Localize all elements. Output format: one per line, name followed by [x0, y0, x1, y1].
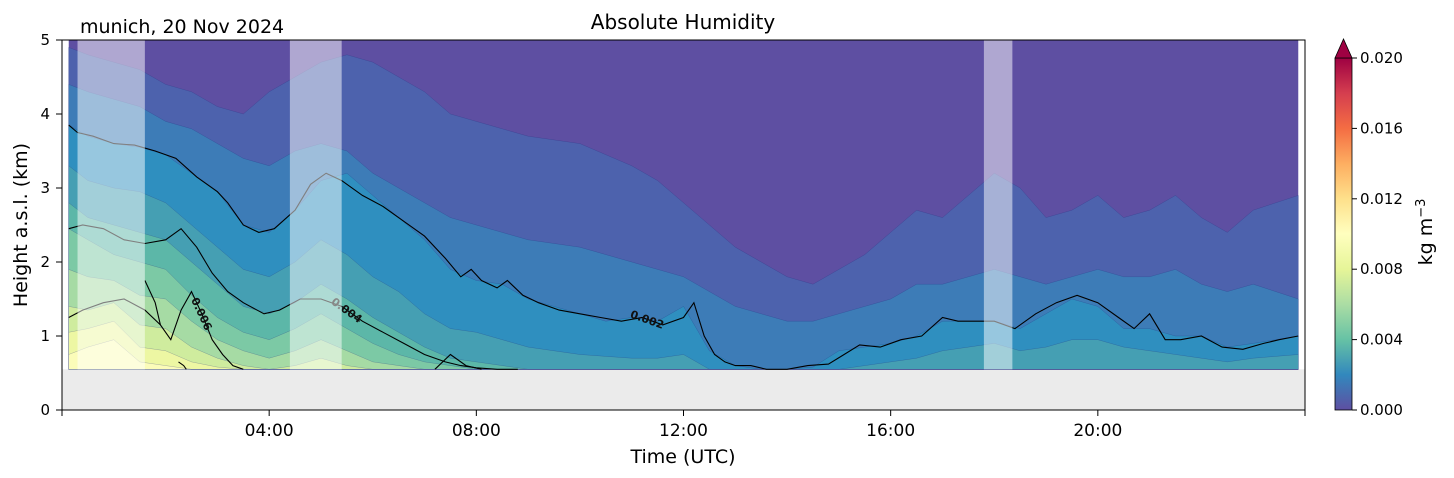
contour-fragment-1 — [144, 280, 161, 326]
colorbar-tick-label: 0.020 — [1360, 49, 1403, 67]
contour-fragment-2 — [178, 361, 187, 370]
y-tick-label: 0 — [40, 401, 50, 419]
chart-title: Absolute Humidity — [591, 10, 776, 34]
x-tick-label: 08:00 — [452, 421, 501, 441]
colorbar-tick-label: 0.012 — [1360, 190, 1403, 208]
colorbar-ticks: 0.000 0.004 0.008 0.012 0.016 0.020 — [1352, 49, 1403, 419]
colorbar-tick-label: 0.000 — [1360, 401, 1403, 419]
colorbar-label: kg m−3 — [1414, 199, 1437, 266]
masked-period-1 — [77, 40, 145, 370]
x-tick-label: 04:00 — [245, 421, 294, 441]
masked-period-2 — [289, 40, 342, 370]
y-tick-label: 1 — [40, 327, 50, 345]
colorbar-label-unit: kg m — [1415, 218, 1437, 266]
x-tick-label: 20:00 — [1073, 421, 1122, 441]
colorbar-label-exponent: −3 — [1414, 199, 1429, 218]
masked-period-3 — [983, 40, 1013, 370]
y-tick-label: 5 — [40, 31, 50, 49]
colorbar: 0.000 0.004 0.008 0.012 0.016 0.020 kg m−3 — [1334, 38, 1437, 419]
humidity-level-4 — [68, 165, 1299, 370]
colorbar-body — [1334, 57, 1353, 411]
masked-periods — [77, 40, 1013, 370]
no-data-strip — [62, 369, 1305, 410]
y-axis: 0 1 2 3 4 5 — [40, 31, 62, 419]
x-axis-label: Time (UTC) — [629, 446, 735, 468]
x-axis: 04:00 08:00 12:00 16:00 20:00 — [61, 410, 1306, 441]
colorbar-extend-arrow — [1334, 38, 1353, 59]
colorbar-tick-label: 0.016 — [1360, 119, 1403, 137]
y-tick-label: 4 — [40, 105, 50, 123]
y-tick-label: 3 — [40, 179, 50, 197]
contour-line-0.004 — [68, 224, 518, 370]
x-tick-label: 16:00 — [866, 421, 915, 441]
contour-line-0.002 — [68, 124, 1299, 370]
station-date-label: munich, 20 Nov 2024 — [80, 16, 284, 38]
colorbar-tick-label: 0.008 — [1360, 260, 1403, 278]
colorbar-tick-label: 0.004 — [1360, 331, 1403, 349]
y-axis-label: Height a.s.l. (km) — [10, 143, 32, 307]
contour-fragment-3 — [434, 353, 482, 370]
x-tick-label: 12:00 — [659, 421, 708, 441]
y-tick-label: 2 — [40, 253, 50, 271]
